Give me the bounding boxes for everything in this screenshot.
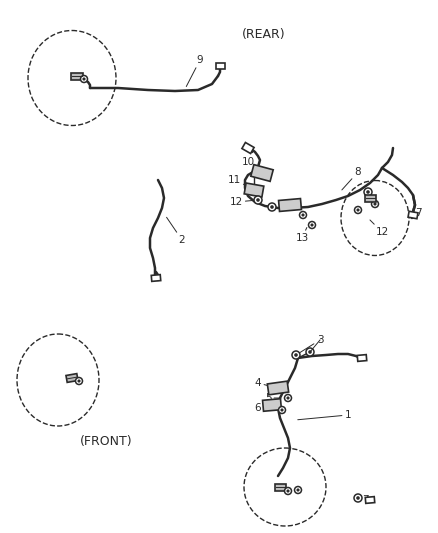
Circle shape	[297, 488, 300, 491]
Text: (REAR): (REAR)	[242, 28, 286, 41]
Bar	[267, 381, 289, 395]
Bar	[251, 165, 273, 181]
Text: 4: 4	[254, 378, 274, 388]
Text: 9: 9	[186, 55, 203, 86]
Circle shape	[292, 351, 300, 359]
Circle shape	[308, 222, 315, 229]
Text: 12: 12	[230, 197, 255, 207]
Text: 11: 11	[227, 175, 251, 188]
Circle shape	[294, 353, 298, 357]
Circle shape	[270, 205, 274, 209]
Circle shape	[356, 496, 360, 500]
Text: 12: 12	[370, 220, 389, 237]
Circle shape	[301, 213, 304, 216]
Circle shape	[82, 77, 85, 80]
Circle shape	[285, 488, 292, 495]
Text: 13: 13	[295, 228, 309, 243]
Circle shape	[285, 394, 292, 401]
Bar	[215, 63, 225, 69]
Circle shape	[81, 76, 88, 83]
Bar	[408, 211, 418, 219]
Circle shape	[280, 408, 283, 411]
Circle shape	[256, 198, 260, 202]
Bar	[279, 199, 301, 212]
Text: 5: 5	[265, 393, 280, 403]
Circle shape	[371, 200, 378, 207]
Circle shape	[308, 350, 312, 354]
Circle shape	[294, 487, 301, 494]
Bar	[357, 354, 367, 361]
Bar	[71, 72, 83, 79]
Text: 10: 10	[241, 157, 261, 171]
Circle shape	[75, 377, 82, 384]
Circle shape	[300, 212, 307, 219]
Bar	[242, 142, 254, 154]
Circle shape	[364, 188, 372, 196]
Circle shape	[306, 348, 314, 356]
Circle shape	[374, 203, 377, 206]
Circle shape	[311, 223, 314, 227]
Bar	[244, 183, 264, 197]
Circle shape	[357, 208, 360, 212]
Bar	[262, 399, 282, 411]
Circle shape	[78, 379, 81, 383]
Circle shape	[286, 489, 290, 492]
Text: 7: 7	[362, 495, 368, 505]
Text: 6: 6	[254, 403, 269, 413]
Bar	[275, 483, 286, 490]
Circle shape	[286, 397, 290, 400]
Circle shape	[254, 196, 262, 204]
Bar	[151, 274, 161, 281]
Text: (FRONT): (FRONT)	[80, 435, 133, 448]
Text: 1: 1	[298, 410, 351, 420]
Circle shape	[366, 190, 370, 194]
Bar	[66, 374, 78, 382]
Text: 8: 8	[342, 167, 361, 190]
Circle shape	[268, 203, 276, 211]
Text: 2: 2	[166, 217, 185, 245]
Bar	[365, 497, 375, 503]
Text: 7: 7	[415, 208, 421, 218]
Bar	[364, 195, 375, 201]
Circle shape	[279, 407, 286, 414]
Text: 3: 3	[298, 335, 323, 353]
Circle shape	[354, 494, 362, 502]
Circle shape	[354, 206, 361, 214]
